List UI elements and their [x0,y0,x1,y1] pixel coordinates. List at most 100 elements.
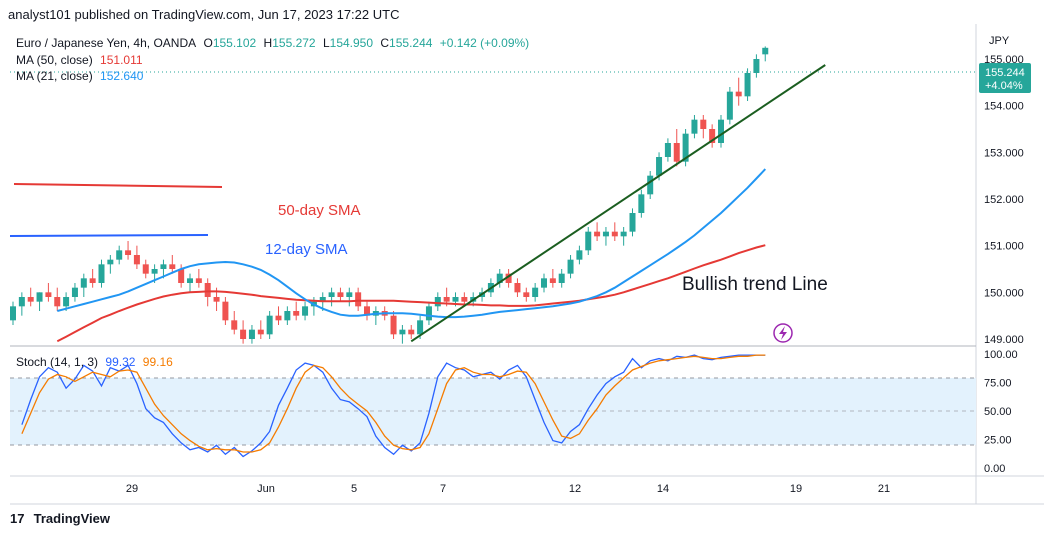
ma50-label[interactable]: MA (50, close) [16,53,93,67]
candle [372,306,379,325]
sma50-annotation[interactable]: 50-day SMA [278,202,361,219]
candle [10,301,16,325]
candle [709,124,716,148]
candle [302,301,309,321]
stoch-tick-label: 50.00 [984,406,1012,418]
ma21-legend: MA (21, close) 152.640 [16,69,147,83]
high-label: H [263,36,273,50]
stoch-k-line [21,354,766,458]
time-axis-ticks: 29 Jun 5 7 12 14 19 21 [126,483,890,495]
candle [541,273,547,293]
candle [231,311,238,335]
low-label: L [322,36,330,50]
ma50-line [56,244,766,343]
stoch-tick-label: 75.00 [984,378,1012,390]
candle [638,189,645,218]
time-tick-label: 14 [657,483,669,495]
candle [266,311,273,339]
candle [71,283,78,302]
lightning-icon[interactable] [773,323,793,343]
tradingview-logo-icon: 17 [10,511,25,526]
ma21-line [57,168,767,319]
stoch-tick-label: 0.00 [984,463,1005,475]
candle [54,287,61,311]
candle [735,77,742,106]
close-value: 155.244 [389,36,433,50]
time-tick-label: Jun [257,483,275,495]
candle [89,269,96,288]
symbol-name[interactable]: Euro / Japanese Yen, 4h, OANDA [16,36,197,50]
candle [532,283,539,302]
candle [160,259,167,279]
candle [98,259,105,288]
ma50-legend: MA (50, close) 151.011 [16,53,147,67]
publisher-header: analyst101 published on TradingView.com,… [8,7,400,22]
time-tick-label: 21 [878,483,890,495]
price-tag [979,63,1031,93]
candle [346,287,353,307]
price-tick-label: 151.000 [984,241,1024,253]
candle [133,245,140,269]
candle [275,306,282,325]
candle [257,320,264,339]
candle [523,287,530,302]
candle [187,273,193,293]
sma12-drawing-line[interactable] [9,234,209,237]
price-tick-label: 153.000 [984,147,1024,159]
open-label: O [203,36,213,50]
stoch-axis-ticks: 100.00 75.00 50.00 25.00 0.00 [984,349,1018,475]
candle [434,292,441,311]
candle [142,259,149,279]
stoch-tick-label: 100.00 [984,349,1018,361]
candle [620,227,627,246]
candle [567,255,574,279]
candle [425,301,432,325]
candle [399,325,406,344]
candle [611,222,618,241]
time-tick-label: 12 [569,483,581,495]
candle [673,129,680,167]
candle [293,301,300,321]
currency-label: JPY [989,35,1010,47]
candle [390,311,397,339]
candle [505,269,512,288]
stoch-d-value: 99.16 [142,355,173,369]
candle [585,227,592,255]
price-tick-label: 149.000 [984,334,1024,346]
candle [125,241,132,260]
price-tick-label: 152.000 [984,194,1024,206]
stoch-label[interactable]: Stoch (14, 1, 3) [16,355,99,369]
price-tick-label: 154.000 [984,101,1024,113]
candle [195,269,202,288]
candle [549,269,556,288]
bullish-trend-line[interactable] [410,64,826,343]
price-tag-value: 155.244 [985,67,1025,79]
price-tag-change: +4.04% [985,80,1023,92]
price-axis-panel [976,24,1044,504]
candle [762,46,769,62]
trend-annotation[interactable]: Bullish trend Line [682,274,828,295]
time-tick-label: 7 [440,483,446,495]
ma21-label[interactable]: MA (21, close) [16,69,93,83]
candle [682,129,689,167]
sma12-annotation[interactable]: 12-day SMA [265,241,348,258]
tradingview-brand: TradingView [33,511,110,526]
candle [248,325,255,344]
candle [647,171,654,199]
candle [664,138,671,162]
ma50-value: 151.011 [100,53,143,67]
tradingview-footer[interactable]: 17 TradingView [10,511,110,526]
open-value: 155.102 [212,36,257,50]
candle [27,287,34,307]
sma50-drawing-line[interactable] [13,183,223,188]
candle [337,287,344,302]
candle [408,325,415,339]
candle [240,320,247,344]
candle [222,297,229,325]
stoch-tick-label: 25.00 [984,435,1012,447]
candle [718,115,724,148]
candle [576,245,583,265]
candle [18,292,25,316]
candle [558,269,565,288]
